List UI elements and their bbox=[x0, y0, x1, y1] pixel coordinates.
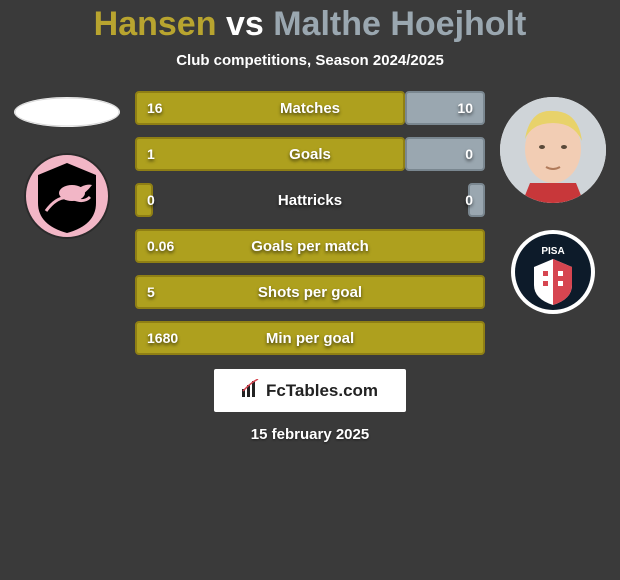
stat-row: 0.06Goals per match bbox=[135, 229, 485, 263]
stat-label: Matches bbox=[135, 100, 485, 117]
stat-row: 1680Min per goal bbox=[135, 321, 485, 355]
date-label: 15 february 2025 bbox=[251, 426, 369, 443]
fctables-logo-icon bbox=[242, 379, 260, 402]
stat-label: Min per goal bbox=[135, 330, 485, 347]
player1-photo bbox=[14, 97, 120, 127]
left-side bbox=[13, 91, 121, 355]
stat-label: Hattricks bbox=[135, 192, 485, 209]
subtitle: Club competitions, Season 2024/2025 bbox=[176, 52, 444, 69]
stat-row: 00Hattricks bbox=[135, 183, 485, 217]
title-vs: vs bbox=[226, 5, 264, 43]
main-row: 1610Matches 10Goals 00Hattricks 0.06Goals p… bbox=[0, 91, 620, 355]
player2-photo bbox=[500, 97, 606, 203]
page-title: Hansen vs Malthe Hoejholt bbox=[94, 5, 527, 44]
title-player2: Malthe Hoejholt bbox=[273, 5, 526, 43]
stat-label: Shots per goal bbox=[135, 284, 485, 301]
stat-row: 10Goals bbox=[135, 137, 485, 171]
svg-text:PISA: PISA bbox=[541, 246, 564, 257]
stat-row: 1610Matches bbox=[135, 91, 485, 125]
source-text: FcTables.com bbox=[266, 381, 378, 401]
stat-label: Goals per match bbox=[135, 238, 485, 255]
palermo-badge-icon bbox=[24, 153, 110, 239]
player1-club-badge bbox=[24, 153, 110, 239]
stats-column: 1610Matches 10Goals 00Hattricks 0.06Goals p… bbox=[135, 91, 485, 355]
pisa-badge-icon: PISA bbox=[510, 229, 596, 315]
player2-face-icon bbox=[500, 97, 606, 203]
title-player1: Hansen bbox=[94, 5, 217, 43]
source-badge[interactable]: FcTables.com bbox=[214, 369, 406, 412]
stat-row: 5Shots per goal bbox=[135, 275, 485, 309]
player1-placeholder-icon bbox=[14, 97, 120, 127]
comparison-card: Hansen vs Malthe Hoejholt Club competiti… bbox=[0, 0, 620, 580]
right-side: PISA bbox=[499, 91, 607, 355]
stat-label: Goals bbox=[135, 146, 485, 163]
player2-club-badge: PISA bbox=[510, 229, 596, 315]
